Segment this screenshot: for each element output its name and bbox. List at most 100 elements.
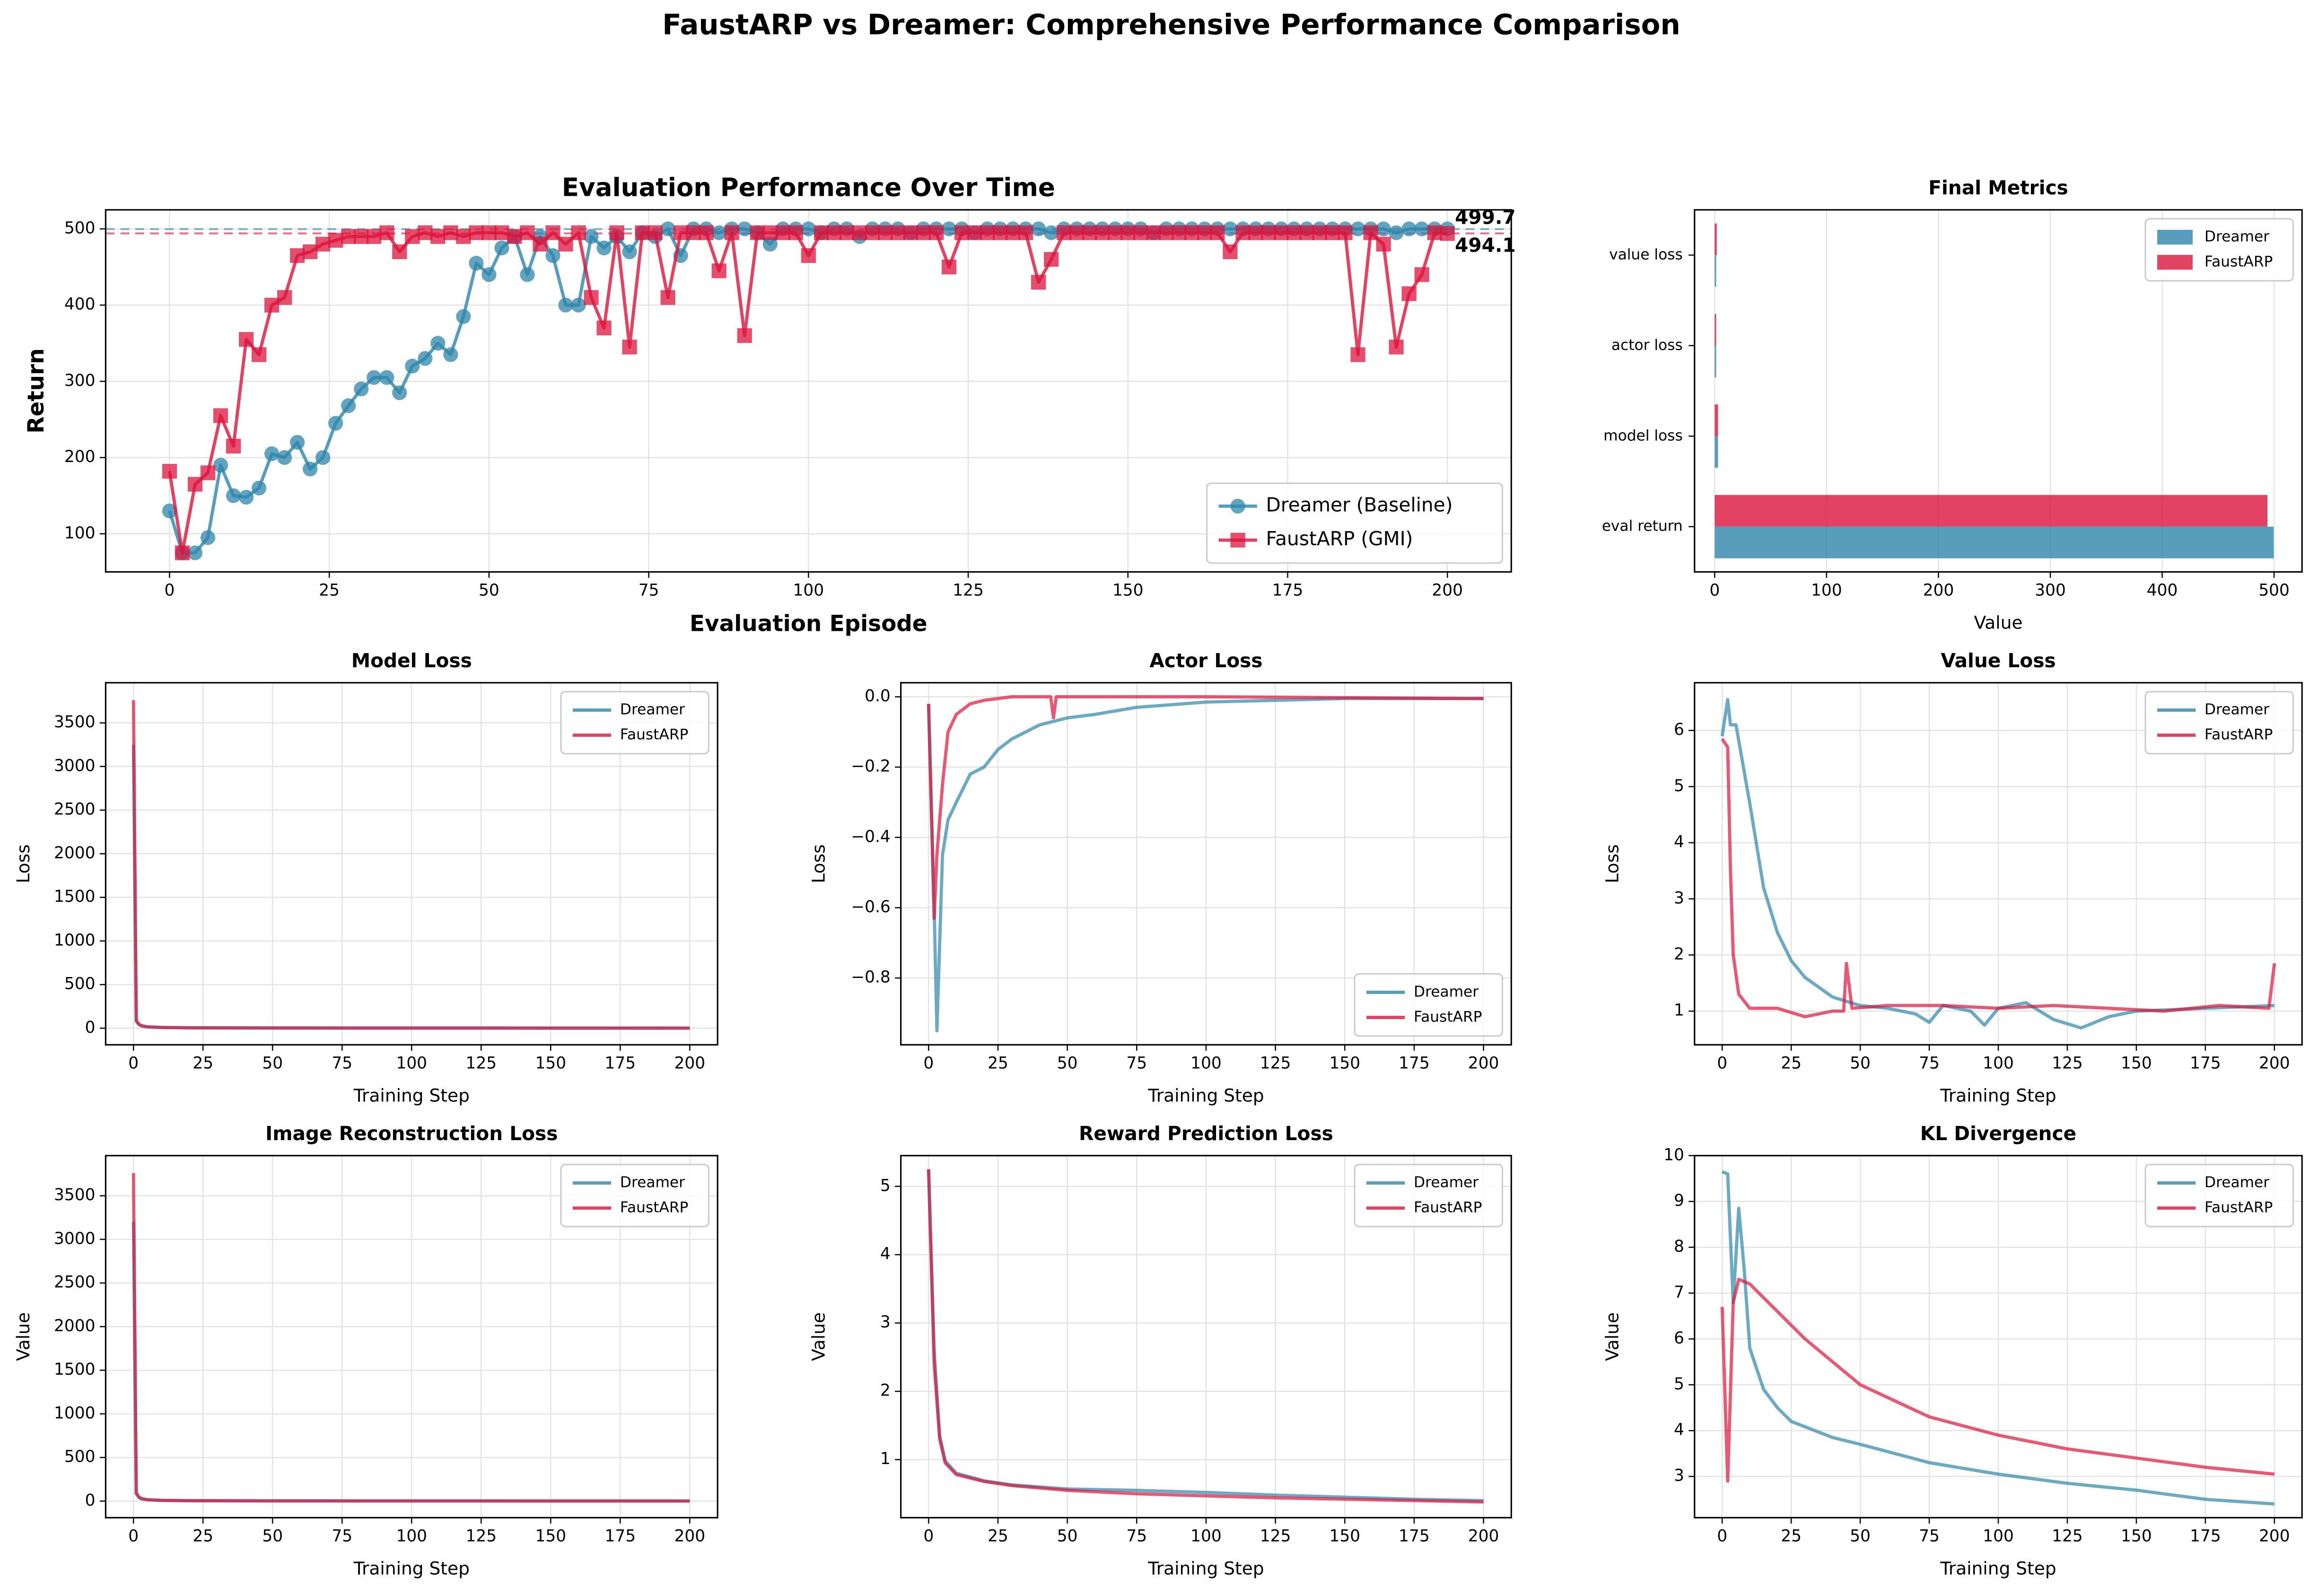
data-point [533,236,548,252]
data-point [290,248,305,263]
data-point [264,297,280,313]
data-line [1720,1277,2275,1483]
data-point [315,236,331,252]
x-tick-label: 100 [1190,1527,1222,1546]
data-point [200,530,216,545]
data-point [839,225,854,240]
data-point [1312,225,1327,240]
chart-title: Reward Prediction Loss [1079,1122,1333,1145]
y-tick-label: 6 [1674,1329,1684,1348]
data-point [1274,225,1289,240]
data-point [303,462,318,477]
data-point [622,244,637,260]
x-tick-label: 25 [319,581,340,600]
data-point [711,225,726,240]
y-tick-label: 500 [64,1448,96,1466]
x-tick-label: 50 [479,581,499,600]
x-tick-label: 0 [1717,1527,1727,1546]
x-axis-label: Evaluation Episode [690,610,928,637]
axes-frame [1694,682,2303,1046]
data-point [1108,225,1123,240]
x-tick-label: 150 [1329,1054,1360,1073]
y-tick-label: eval return [1602,518,1683,535]
data-point [699,225,714,240]
y-tick-label: 2 [880,1381,891,1400]
y-tick-label: 2500 [54,800,95,819]
data-point [367,229,382,244]
data-point [1018,225,1033,240]
data-point [1223,244,1238,260]
data-point [724,225,739,240]
chart-title: Image Reconstruction Loss [265,1122,558,1145]
data-point [1350,221,1365,236]
data-point [200,465,216,480]
legend-label: FaustARP [1414,1199,1482,1216]
data-point [226,488,241,503]
legend-swatch [2157,229,2193,245]
legend-label: Dreamer [620,1174,685,1191]
data-point [941,221,957,236]
data-point [967,225,982,240]
x-tick-label: 0 [923,1054,934,1073]
x-tick-label: 125 [2052,1527,2083,1546]
data-point [852,225,867,240]
y-tick-label: 3000 [54,756,95,775]
x-tick-label: 50 [1850,1054,1871,1073]
y-tick-label: 300 [64,371,96,390]
y-tick-label: 3 [1674,889,1684,907]
data-point [175,545,190,560]
data-point [980,225,995,240]
x-tick-label: 0 [1717,1054,1727,1073]
data-point [315,450,331,465]
data-point [1057,225,1072,240]
data-point [954,225,970,240]
x-tick-label: 150 [535,1527,566,1546]
data-point [762,225,778,240]
x-axis-label: Training Step [1940,1085,2056,1106]
data-point [1248,225,1263,240]
legend-label: FaustARP [2205,253,2273,270]
x-tick-label: 200 [1468,1527,1499,1546]
x-tick-label: 50 [1057,1527,1078,1546]
legend-label: Dreamer [2205,228,2269,245]
y-tick-label: 10 [1663,1145,1684,1164]
y-tick-label: 5 [1674,776,1684,795]
y-tick-label: 400 [64,295,96,314]
legend-label: Dreamer [2205,1174,2269,1191]
y-tick-label: 1 [880,1449,891,1468]
axes-frame [105,209,1512,573]
legend-box [2144,1163,2294,1228]
data-point [405,229,420,244]
legend-box [2144,690,2294,755]
chart-title: KL Divergence [1920,1122,2076,1145]
data-point [392,385,407,401]
data-point [469,225,484,240]
x-tick-label: 100 [396,1527,427,1546]
y-tick-label: 8 [1674,1237,1684,1256]
x-tick-label: 150 [2121,1054,2152,1073]
data-point [596,240,612,255]
data-point [507,229,522,244]
data-point [584,290,599,305]
x-tick-label: 0 [128,1054,139,1073]
y-axis-label: Loss [13,844,34,883]
data-point [545,225,560,240]
chart-title: Actor Loss [1149,649,1262,672]
data-point [558,236,573,252]
data-point [750,225,765,240]
legend-box [560,690,709,755]
data-point [1325,225,1340,240]
data-point [1363,225,1378,240]
x-tick-label: 50 [262,1527,283,1546]
x-tick-label: 0 [165,581,175,600]
data-point [673,225,688,240]
x-axis-label: Value [1974,612,2022,633]
data-point [1286,225,1302,240]
x-tick-label: 75 [1126,1054,1147,1073]
y-tick-label: 3500 [54,713,95,732]
data-point [1235,225,1251,240]
data-point [928,225,944,240]
y-tick-label: 2500 [54,1273,95,1292]
data-point [520,267,535,282]
